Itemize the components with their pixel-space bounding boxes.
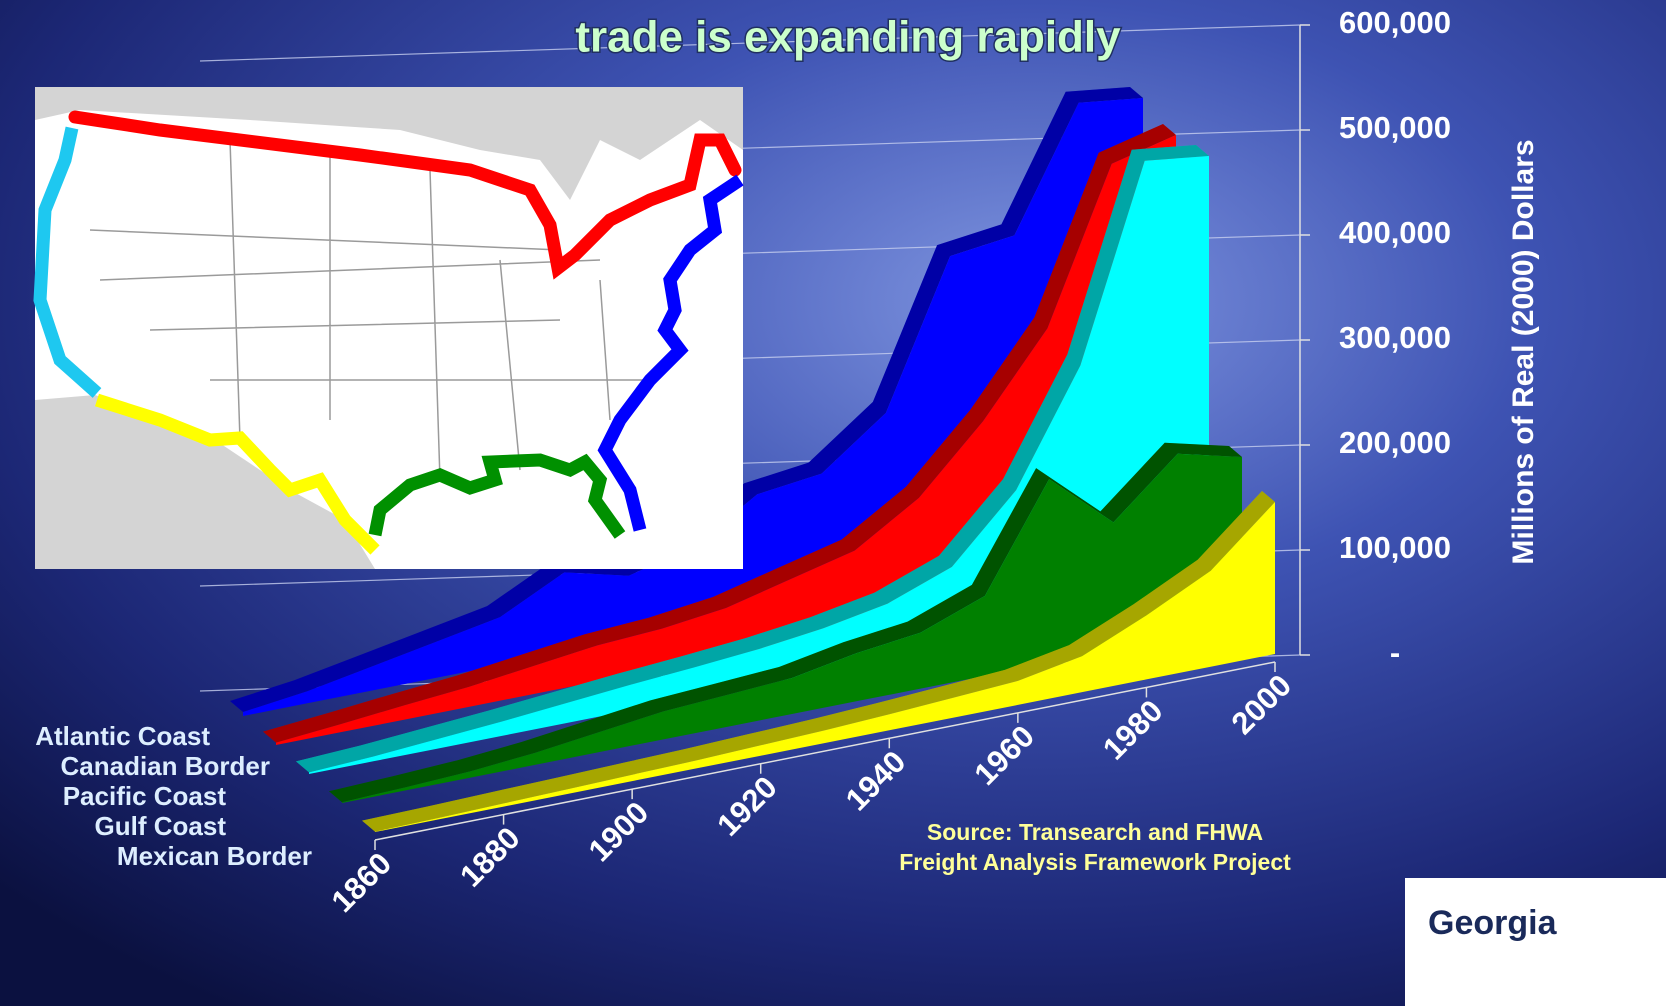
series-layer	[230, 87, 1275, 832]
area-depth	[296, 145, 1209, 773]
area-depth	[230, 87, 1143, 712]
area	[375, 502, 1275, 832]
area-depth-shade	[230, 87, 1143, 712]
y-tick-label: 200,000	[1339, 425, 1451, 460]
map-canada	[35, 87, 743, 200]
area-series	[362, 491, 1275, 832]
logo-box	[1405, 878, 1666, 1006]
source-line: Freight Analysis Framework Project	[899, 849, 1291, 875]
map-inset	[33, 87, 744, 569]
map-atlantic-coast	[597, 174, 744, 532]
legend-label: Atlantic Coast	[35, 721, 210, 751]
x-axis-line	[374, 661, 1276, 841]
y-tick-label: 100,000	[1339, 530, 1451, 565]
map-pacific-coast	[33, 126, 102, 398]
y-axis-label: Millions of Real (2000) Dollars	[1507, 139, 1540, 564]
y-tick-label: 500,000	[1339, 110, 1451, 145]
map-mexico	[35, 395, 375, 569]
map-state-lines	[89, 139, 650, 481]
map-mexican-border	[95, 393, 380, 555]
grid-line	[199, 24, 1301, 62]
legend-label: Canadian Border	[61, 751, 271, 781]
chart-title: trade is expanding rapidly	[575, 13, 1121, 62]
area-series	[329, 442, 1242, 803]
area	[342, 453, 1242, 803]
area-depth-shade	[296, 145, 1209, 773]
map-canadian-border	[68, 110, 742, 280]
legend-label: Mexican Border	[117, 841, 312, 871]
area-depth	[329, 442, 1242, 803]
y-tick-label: 600,000	[1339, 5, 1451, 40]
y-tick-label: -	[1390, 635, 1400, 670]
source-line: Source: Transearch and FHWA	[927, 819, 1263, 845]
legend-label: Pacific Coast	[63, 781, 227, 811]
legend-label: Gulf Coast	[95, 811, 227, 841]
y-tick-label: 300,000	[1339, 320, 1451, 355]
grid: - 100,000 200,000 300,000 400,000 500,000 600,…	[199, 5, 1451, 850]
y-tick-label: 400,000	[1339, 215, 1451, 250]
area-depth-shade	[329, 442, 1242, 803]
logo-text: Georgia	[1428, 904, 1558, 942]
map-gulf-coast	[368, 453, 626, 539]
